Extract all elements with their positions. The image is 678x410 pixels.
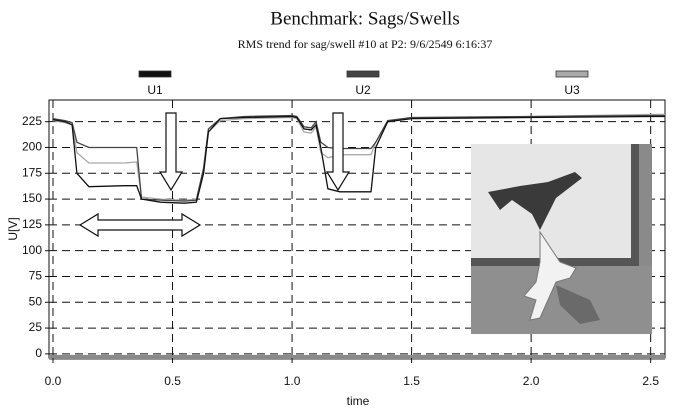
- legend-swatch: [555, 70, 589, 78]
- chart-subtitle: RMS trend for sag/swell #10 at P2: 9/6/2…: [238, 37, 493, 51]
- legend-label: U3: [564, 83, 580, 97]
- legend-label: U2: [355, 83, 371, 97]
- legend-swatch: [138, 70, 172, 78]
- x-tick-label: 1.5: [403, 374, 420, 388]
- y-axis-label: U[V]: [6, 217, 20, 240]
- x-tick-label: 2.5: [642, 374, 659, 388]
- x-tick-label: 0.5: [164, 374, 181, 388]
- y-tick-label: 25: [29, 320, 43, 334]
- arrow-down: [158, 112, 184, 192]
- baseline-band: [49, 354, 665, 360]
- series-line: [52, 114, 665, 202]
- photo: [471, 144, 652, 334]
- legend-swatch: [346, 70, 380, 78]
- y-tick-label: 0: [35, 346, 42, 360]
- y-tick-label: 125: [22, 217, 42, 231]
- annotations: [78, 112, 652, 334]
- y-tick-label: 200: [22, 140, 42, 154]
- y-tick-label: 150: [22, 191, 42, 205]
- double-arrow: [78, 212, 202, 238]
- x-axis-label: time: [347, 394, 370, 408]
- y-tick-label: 225: [22, 114, 42, 128]
- chart-title: Benchmark: Sags/Swells: [270, 8, 459, 29]
- x-tick-label: 0.0: [45, 374, 62, 388]
- x-tick-label: 1.0: [284, 374, 301, 388]
- legend-label: U1: [147, 83, 163, 97]
- series-line: [52, 115, 665, 204]
- y-tick-label: 100: [22, 243, 42, 257]
- arrow-down: [325, 112, 351, 192]
- y-tick-label: 50: [29, 294, 43, 308]
- x-tick-label: 2.0: [523, 374, 540, 388]
- y-tick-label: 75: [29, 269, 43, 283]
- y-tick-label: 175: [22, 165, 42, 179]
